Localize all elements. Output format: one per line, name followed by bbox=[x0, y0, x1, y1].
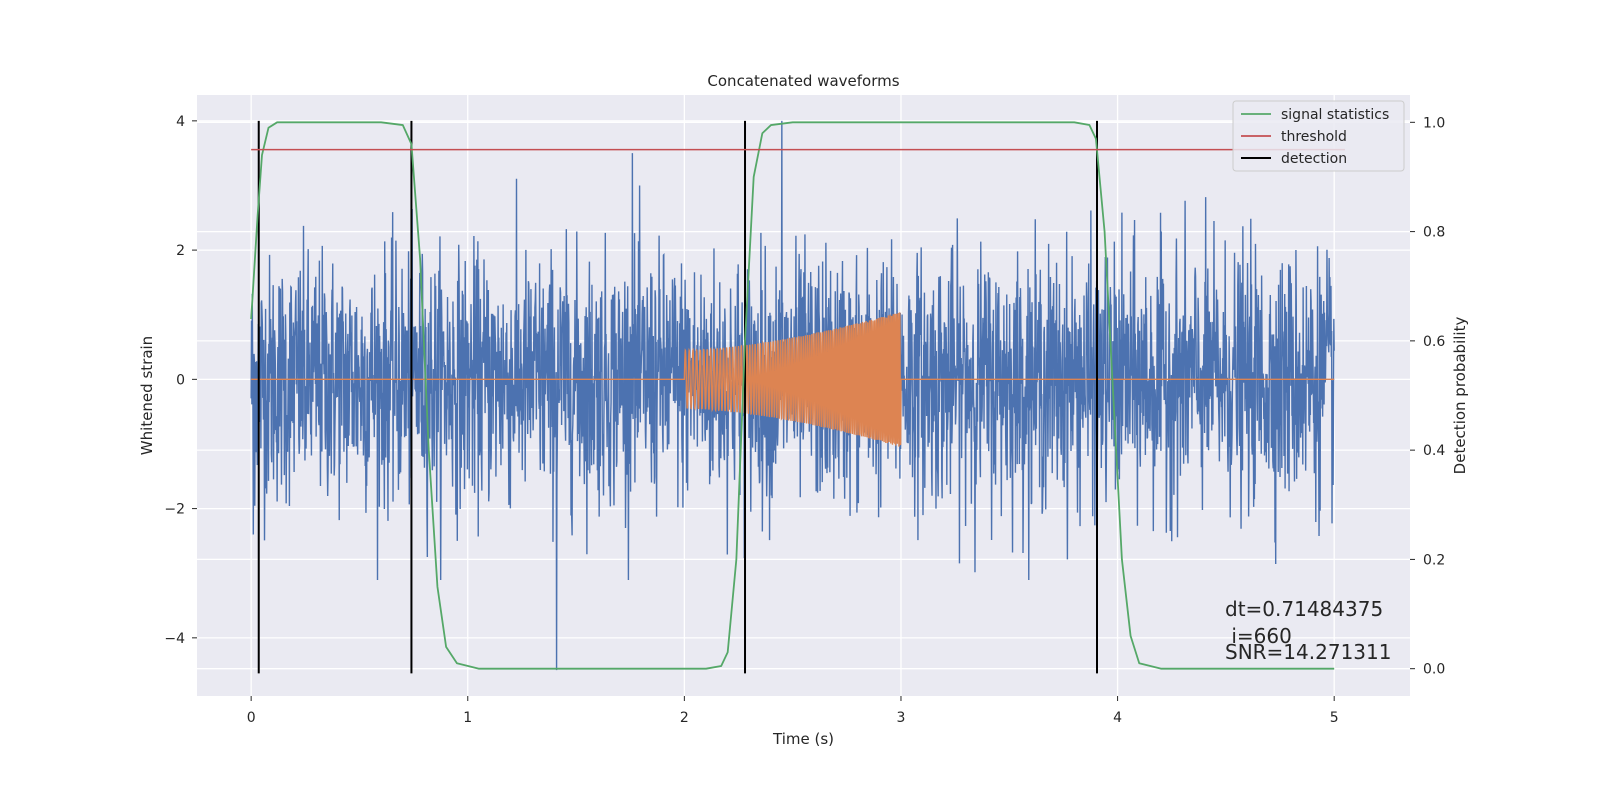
y-left-tick-label: 0 bbox=[176, 372, 185, 388]
y-right-tick-label: 0.8 bbox=[1423, 225, 1445, 241]
annotation-dt: dt=0.71484375 bbox=[1225, 597, 1383, 621]
x-tick-label: 1 bbox=[463, 710, 472, 726]
x-tick-label: 5 bbox=[1330, 710, 1339, 726]
annotation-index: i=660 bbox=[1225, 624, 1292, 648]
y-left-tick-label: 4 bbox=[176, 114, 185, 130]
x-axis-ticks: 0 1 2 3 4 5 bbox=[247, 696, 1339, 726]
x-tick-label: 0 bbox=[247, 710, 256, 726]
y-right-tick-label: 1.0 bbox=[1423, 115, 1445, 131]
y-right-tick-label: 0.6 bbox=[1423, 334, 1445, 350]
x-tick-label: 4 bbox=[1113, 710, 1122, 726]
y-right-tick-label: 0.0 bbox=[1423, 662, 1445, 678]
y-right-axis-ticks: 0.0 0.2 0.4 0.6 0.8 1.0 bbox=[1410, 115, 1445, 678]
y-axis-label-right: Detection probability bbox=[1451, 317, 1469, 475]
y-left-tick-label: −2 bbox=[164, 502, 185, 518]
detection-series bbox=[257, 120, 1099, 674]
chirp-series bbox=[251, 312, 1335, 447]
chirp-line bbox=[251, 312, 1335, 447]
x-tick-label: 2 bbox=[680, 710, 689, 726]
y-right-tick-label: 0.4 bbox=[1423, 443, 1445, 459]
annotation-snr: SNR=14.271311 bbox=[1225, 640, 1391, 664]
x-tick-label: 3 bbox=[897, 710, 906, 726]
signal-statistics-line bbox=[250, 121, 1335, 670]
y-left-tick-label: 2 bbox=[176, 243, 185, 259]
y-left-axis-ticks: −4 −2 0 2 4 bbox=[164, 114, 197, 647]
legend-entry-detection: detection bbox=[1281, 151, 1347, 167]
signal-statistics-series bbox=[250, 121, 1335, 670]
y-axis-label-left: Whitened strain bbox=[138, 336, 156, 455]
legend-entry-threshold: threshold bbox=[1281, 129, 1347, 145]
legend-box bbox=[1232, 100, 1405, 172]
legend-entry-signal-statistics: signal statistics bbox=[1281, 107, 1389, 123]
y-left-tick-label: −4 bbox=[164, 631, 185, 647]
y-right-tick-label: 0.2 bbox=[1423, 552, 1445, 568]
chart-title: Concatenated waveforms bbox=[707, 72, 899, 90]
legend: signal statistics threshold detection bbox=[1232, 100, 1405, 172]
x-axis-label: Time (s) bbox=[772, 730, 834, 748]
